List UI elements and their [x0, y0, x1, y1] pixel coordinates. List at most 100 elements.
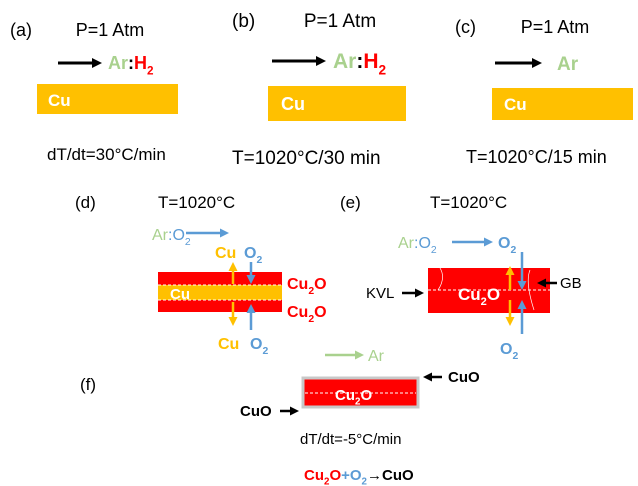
text-part: Ar: [368, 348, 385, 365]
text-part: T=1020°C/15 min: [466, 147, 607, 167]
text-part: KVL: [366, 285, 394, 302]
text-part: Cu: [218, 336, 239, 353]
text-part: O: [500, 341, 512, 358]
substrate-label: Cu: [281, 94, 305, 114]
text-part: Ar: [557, 54, 579, 75]
text-part: dT/dt=30°C/min: [47, 145, 166, 164]
pressure: P=1 Atm: [521, 17, 590, 37]
text-part: O: [487, 285, 500, 304]
text-part: P=1 Atm: [304, 11, 376, 32]
text-part: CuO: [382, 467, 414, 484]
text-part: Cu: [281, 94, 305, 114]
arrow-head: [92, 58, 102, 68]
text-part: O: [498, 235, 510, 252]
text-part: dT/dt=-5°C/min: [300, 431, 401, 448]
text-part: CuO: [240, 403, 272, 420]
figure: (a)P=1 AtmAr:H2CudT/dt=30°C/min(b)P=1 At…: [0, 0, 638, 486]
gas-flow: Ar:O2: [152, 227, 191, 248]
arrow: [280, 407, 299, 416]
text-part: Cu: [48, 91, 71, 110]
panel-label: (d): [75, 193, 96, 212]
text-part: (b): [232, 11, 255, 32]
text-part: P=1 Atm: [521, 17, 590, 37]
arrow: [272, 56, 326, 66]
arrow-head: [415, 289, 424, 298]
gas-flow: Ar:O2: [398, 235, 437, 256]
arrow-head: [423, 373, 432, 382]
arrow: [423, 373, 442, 382]
species: Cu: [215, 245, 236, 262]
oxide-label: Cu2O: [287, 276, 327, 297]
arrow-head: [290, 407, 299, 416]
text-part: Ar: [398, 235, 415, 252]
text-part: :: [356, 50, 363, 73]
text-part: O: [314, 304, 326, 321]
text-part: Ar: [108, 53, 128, 73]
text-part: O: [329, 467, 341, 484]
text-part: Ar: [333, 50, 356, 73]
species: Cu: [218, 336, 239, 353]
text-part: Cu: [458, 285, 481, 304]
arrow-head: [229, 317, 238, 326]
subscript: 2: [379, 62, 387, 77]
text-part: O: [172, 227, 184, 244]
arrow-head: [229, 262, 238, 271]
text-part: P=1 Atm: [76, 20, 145, 40]
substrate-label: Cu: [504, 95, 527, 114]
text-part: T=1020°C: [430, 193, 507, 212]
oxide-label: Cu2O: [287, 304, 327, 325]
text-part: (f): [80, 375, 96, 394]
condition: T=1020°C/30 min: [232, 148, 381, 169]
arrow-head: [220, 229, 229, 238]
species: O2: [244, 245, 262, 266]
text-part: (c): [455, 17, 476, 37]
gas-flow: Ar: [368, 348, 385, 365]
substrate-label: Cu: [48, 91, 71, 110]
gas-flow: Ar:H2: [333, 50, 387, 77]
text-part: H: [363, 50, 378, 73]
arrow: [325, 351, 364, 360]
side-label: KVL: [366, 285, 394, 302]
text-part: Cu: [304, 467, 324, 484]
text-part: GB: [560, 275, 582, 292]
text-part: (e): [340, 193, 361, 212]
text-part: O: [418, 235, 430, 252]
panel-label: (c): [455, 17, 476, 37]
arrow-head: [532, 58, 542, 68]
panel-label: (b): [232, 11, 255, 32]
text-part: (d): [75, 193, 96, 212]
panel-label: (f): [80, 375, 96, 394]
subscript: 2: [147, 64, 154, 77]
arrow: [58, 58, 102, 68]
text-part: O: [350, 467, 362, 484]
subscript: 2: [185, 237, 191, 248]
gas-flow: Ar: [557, 54, 579, 75]
side-label: CuO: [448, 369, 480, 386]
arrow-head: [484, 238, 493, 247]
text-part: Cu: [335, 387, 355, 404]
subscript: 2: [262, 346, 268, 357]
condition: dT/dt=-5°C/min: [300, 431, 401, 448]
text-part: T=1020°C/30 min: [232, 148, 381, 169]
temperature: T=1020°C: [430, 193, 507, 212]
arrow: [452, 238, 493, 247]
temperature: T=1020°C: [158, 193, 235, 212]
text-part: CuO: [448, 369, 480, 386]
text-part: Cu: [504, 95, 527, 114]
arrow-head: [506, 317, 515, 326]
subscript: 2: [256, 255, 262, 266]
condition: dT/dt=30°C/min: [47, 145, 166, 164]
arrow-head: [316, 56, 326, 66]
text-part: O: [244, 245, 256, 262]
panel-label: (a): [10, 20, 32, 40]
arrow: [186, 229, 229, 238]
text-part: T=1020°C: [158, 193, 235, 212]
text-part: H: [134, 53, 147, 73]
text-part: +: [341, 467, 350, 484]
species: O2: [250, 336, 268, 357]
text-part: →: [367, 467, 382, 484]
text-part: Cu: [287, 276, 308, 293]
gas-flow: Ar:H2: [108, 53, 154, 77]
side-label: CuO: [240, 403, 272, 420]
text-part: O: [314, 276, 326, 293]
